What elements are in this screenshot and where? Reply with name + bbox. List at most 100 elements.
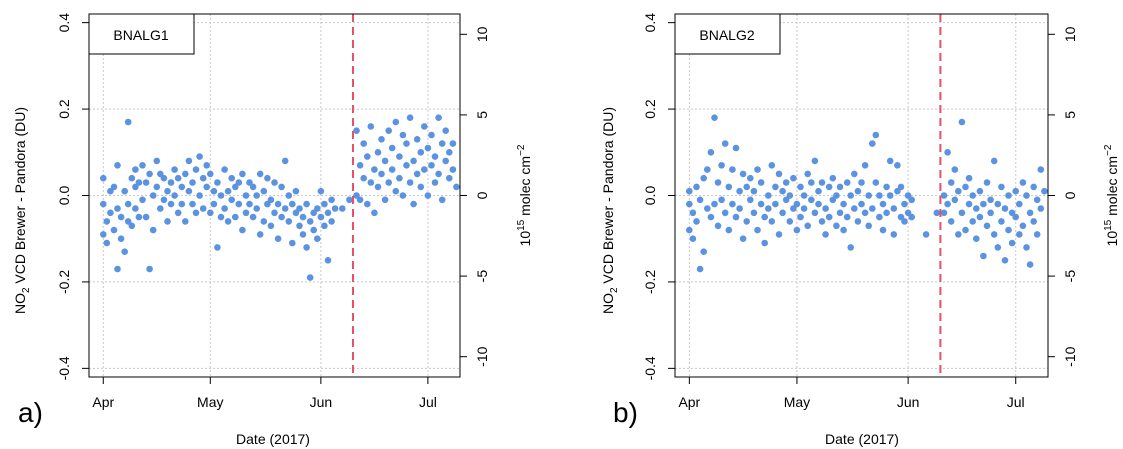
data-point	[278, 183, 285, 191]
data-point	[100, 231, 107, 238]
data-point	[324, 209, 332, 217]
data-point	[406, 114, 414, 121]
y-tick-label: -0.2	[56, 270, 72, 294]
data-point	[908, 196, 915, 204]
data-point	[1041, 187, 1048, 195]
y-right-tick-label: 10	[474, 26, 490, 42]
data-point	[264, 174, 271, 182]
data-point	[153, 157, 161, 165]
data-point	[185, 157, 193, 165]
data-point	[761, 213, 768, 221]
data-point	[189, 179, 196, 186]
data-point	[861, 209, 869, 217]
data-point	[1033, 231, 1041, 238]
data-point	[696, 265, 704, 273]
data-point	[196, 192, 203, 199]
data-point	[135, 213, 143, 221]
panel-b: BNALG2 -0.4 -0.2 0.0 0.2 0.4 -10 -5 0 5 10 Apr May Ju…	[600, 13, 1120, 447]
data-point	[246, 200, 253, 208]
data-point	[990, 231, 998, 238]
data-point	[428, 162, 435, 169]
data-point	[804, 222, 811, 230]
data-point	[686, 226, 693, 234]
data-point	[160, 174, 168, 182]
data-point	[117, 235, 125, 242]
data-point	[711, 200, 718, 208]
data-point	[449, 140, 457, 147]
data-point	[1030, 218, 1037, 225]
data-point	[732, 213, 740, 221]
data-point	[271, 209, 278, 217]
y-axis-label: NO2 VCD Brewer - Pandora (DU)	[12, 107, 32, 314]
data-point	[199, 205, 207, 212]
data-point	[153, 183, 161, 191]
x-tick-label: Apr	[92, 394, 114, 410]
data-point	[410, 157, 417, 165]
data-point	[743, 218, 750, 225]
data-point	[189, 200, 196, 208]
data-point	[117, 213, 125, 221]
data-point	[833, 222, 840, 230]
data-point	[178, 183, 186, 191]
data-point	[406, 179, 414, 186]
data-point	[128, 174, 136, 182]
y-tick-label: 0.2	[642, 99, 658, 119]
data-point	[765, 205, 772, 212]
data-point	[808, 179, 815, 186]
data-point	[360, 140, 368, 147]
data-point	[403, 140, 410, 147]
data-point	[721, 140, 729, 147]
data-point	[858, 179, 865, 186]
data-point	[399, 192, 407, 199]
data-point	[825, 213, 833, 221]
data-point	[718, 162, 725, 169]
data-point	[1019, 222, 1027, 230]
data-point	[124, 218, 132, 225]
data-point	[851, 170, 858, 178]
data-point	[757, 179, 765, 186]
data-point	[721, 209, 729, 217]
data-point	[274, 235, 282, 242]
data-point	[775, 231, 783, 238]
data-point	[718, 196, 725, 204]
data-point	[951, 166, 959, 173]
data-point	[314, 235, 321, 242]
data-point	[403, 162, 410, 169]
data-point	[922, 231, 930, 238]
data-point	[121, 187, 128, 195]
data-point	[711, 114, 718, 121]
data-point	[174, 209, 182, 217]
data-point	[132, 205, 139, 212]
data-point	[381, 157, 389, 165]
data-point	[421, 166, 428, 173]
data-point	[965, 174, 973, 182]
data-point	[399, 131, 407, 139]
x-tick-label: May	[784, 394, 810, 410]
data-point	[865, 222, 872, 230]
y-tick-label: 0.4	[56, 13, 72, 33]
data-point	[944, 149, 951, 156]
data-point	[872, 131, 880, 139]
data-point	[217, 192, 225, 199]
data-point	[815, 200, 822, 208]
data-point	[142, 179, 150, 186]
data-point	[843, 179, 851, 186]
data-point	[353, 127, 360, 134]
data-point	[1023, 192, 1030, 199]
data-point	[768, 218, 776, 225]
data-point	[858, 200, 865, 208]
y-tick-label: 0.0	[56, 186, 72, 206]
data-point	[185, 187, 193, 195]
data-point	[962, 226, 969, 234]
data-point	[829, 174, 837, 182]
data-point	[696, 196, 704, 204]
data-point	[940, 209, 948, 217]
data-point	[392, 118, 400, 126]
data-point	[421, 123, 428, 130]
data-point	[958, 118, 966, 126]
data-point	[221, 166, 228, 173]
data-point	[725, 226, 733, 234]
data-point	[747, 196, 754, 204]
data-point	[192, 166, 200, 173]
data-point	[217, 213, 225, 221]
